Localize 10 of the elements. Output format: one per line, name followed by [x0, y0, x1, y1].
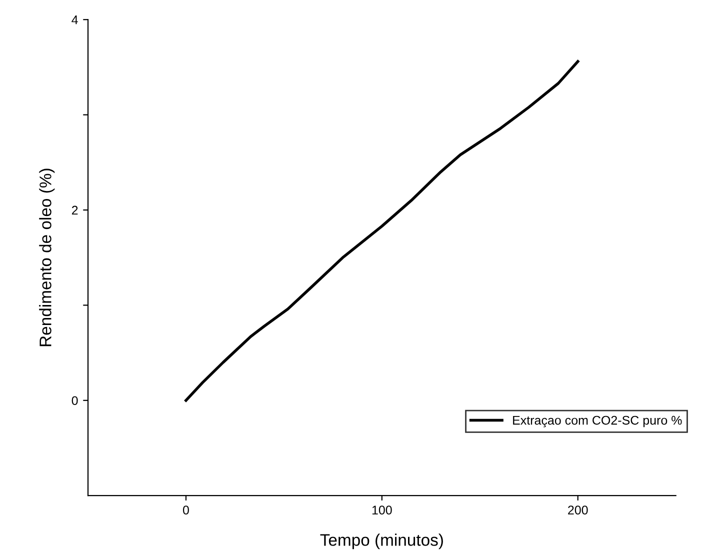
x-tick-label: 0 — [182, 506, 189, 515]
x-tick-label: 200 — [568, 506, 588, 515]
y-tick-label: 4 — [72, 16, 78, 24]
x-axis-title: Tempo (minutos) — [320, 534, 443, 550]
y-tick-label: 0 — [72, 396, 78, 406]
x-tick-label: 100 — [372, 506, 392, 515]
legend-label: Extraçao com CO2-SC puro % — [513, 416, 682, 428]
y-tick-label: 2 — [72, 206, 78, 215]
line-series — [184, 60, 580, 402]
y-axis-title: Rendimento de oleo (%) — [39, 168, 55, 346]
